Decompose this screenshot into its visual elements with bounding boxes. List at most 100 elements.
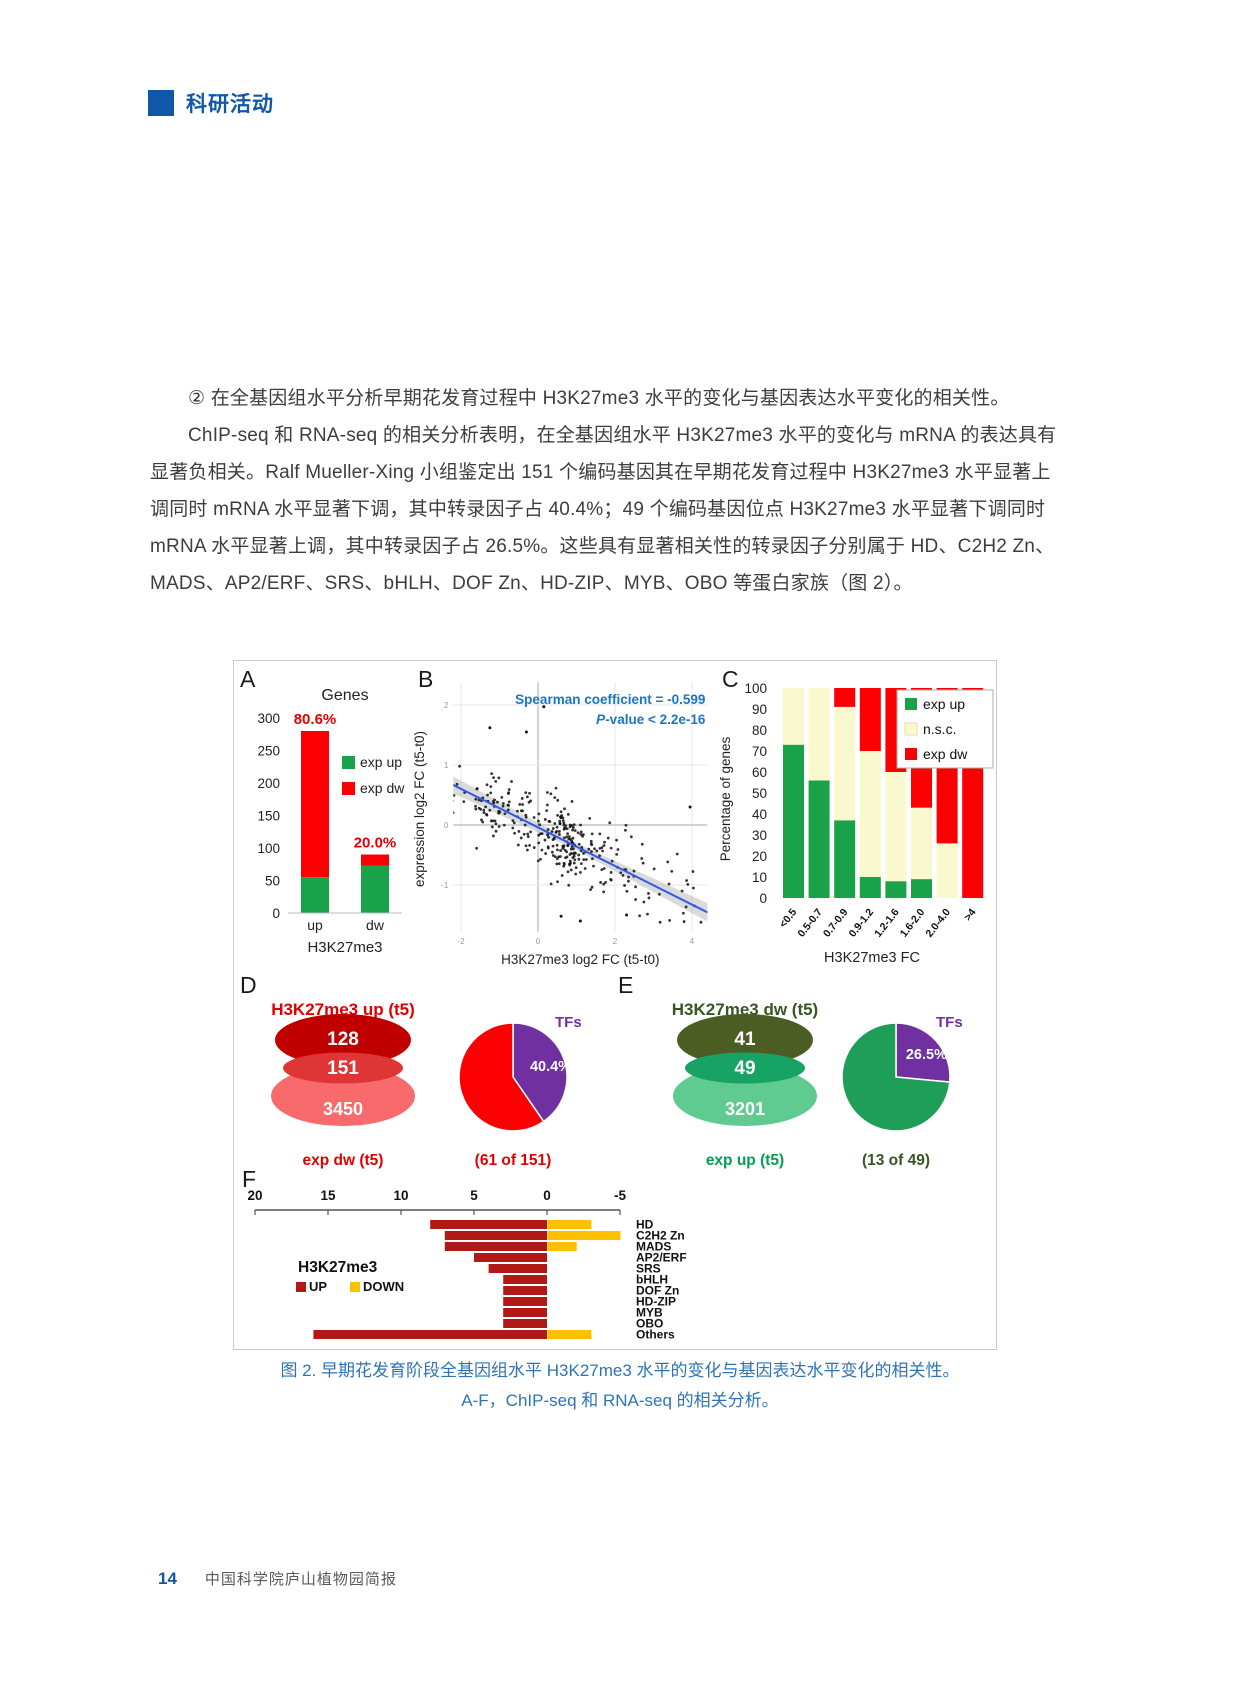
up-bar	[503, 1297, 547, 1306]
pie-tf-slice	[895, 1022, 951, 1083]
panel-label-c: C	[722, 666, 739, 692]
bar-exp-dw	[301, 731, 329, 878]
svg-text:100: 100	[744, 681, 767, 696]
stacked-segment	[859, 877, 881, 898]
down-bar	[547, 1231, 621, 1240]
svg-text:0: 0	[272, 906, 280, 921]
category-label: HD-ZIP	[636, 1295, 676, 1309]
venn-overlap	[283, 1052, 403, 1084]
venn-bottom-ellipse	[271, 1066, 415, 1126]
venn-bottom-ellipse	[673, 1066, 817, 1126]
body-paragraphs: ② 在全基因组水平分析早期花发育过程中 H3K27me3 水平的变化与基因表达水…	[150, 380, 1100, 602]
svg-text:-1: -1	[441, 881, 449, 890]
pie-main-slice	[841, 1022, 951, 1132]
pie-pct-label: 26.5%	[906, 1047, 947, 1063]
svg-text:20.0%: 20.0%	[354, 835, 397, 852]
paragraph-line: MADS、AP2/ERF、SRS、bHLH、DOF Zn、HD-ZIP、MYB、…	[150, 573, 913, 594]
stacked-segment	[859, 751, 881, 877]
svg-text:Genes: Genes	[321, 687, 368, 704]
panel-label-d: D	[240, 972, 257, 998]
svg-text:3201: 3201	[725, 1099, 765, 1119]
figure-caption-line1: 图 2. 早期花发育阶段全基因组水平 H3K27me3 水平的变化与基因表达水平…	[280, 1361, 960, 1380]
category-label: C2H2 Zn	[636, 1229, 685, 1243]
svg-text:90: 90	[752, 702, 767, 717]
bar-exp-up	[361, 865, 389, 913]
svg-text:300: 300	[257, 711, 280, 726]
stacked-segment	[885, 772, 907, 882]
category-label: MADS	[636, 1240, 671, 1254]
svg-text:250: 250	[257, 744, 280, 759]
svg-text:>4: >4	[962, 906, 979, 923]
down-bar	[547, 1242, 577, 1251]
svg-text:exp up: exp up	[360, 754, 402, 770]
pie-tf-slice	[512, 1022, 568, 1123]
svg-text:Percentage of genes: Percentage of genes	[718, 736, 733, 861]
panel-b-scatter-plot: -2 0 2 4 -1 0 1 2 Spearman coefficient = -0.599 P…	[412, 682, 708, 967]
svg-text:1.6-2.0: 1.6-2.0	[898, 906, 928, 939]
svg-text:2: 2	[444, 701, 449, 710]
down-bar	[547, 1330, 592, 1339]
svg-text:0: 0	[536, 937, 541, 946]
tfs-label: TFs	[555, 1014, 582, 1031]
svg-text:up: up	[307, 917, 323, 933]
pvalue-annotation: P-value < 2.2e-16	[596, 712, 706, 727]
bar-exp-dw	[361, 854, 389, 866]
svg-text:80.6%: 80.6%	[294, 711, 337, 728]
legend: exp up n.s.c. exp dw	[896, 689, 994, 769]
svg-text:<0.5: <0.5	[777, 906, 799, 930]
svg-text:0: 0	[759, 891, 767, 906]
svg-text:exp dw: exp dw	[923, 746, 968, 762]
svg-text:128: 128	[327, 1029, 359, 1050]
svg-text:dw: dw	[366, 917, 385, 933]
stacked-segment	[808, 688, 830, 781]
svg-text:n.s.c.: n.s.c.	[923, 721, 956, 737]
category-label: HD	[636, 1218, 654, 1232]
spearman-annotation: Spearman coefficient = -0.599	[515, 692, 705, 707]
panel-label-b: B	[418, 666, 434, 692]
section-title: 科研活动	[186, 93, 274, 116]
up-bar	[430, 1220, 547, 1229]
pie-caption: (13 of 49)	[862, 1152, 930, 1169]
pie-caption: (61 of 151)	[475, 1152, 552, 1169]
category-label: DOF Zn	[636, 1284, 679, 1298]
category-label: AP2/ERF	[636, 1251, 687, 1265]
svg-text:0: 0	[444, 821, 449, 830]
panel-c-percentage-stacked-bars: 0 10 20 30 40 50 60 70 80 90 100 <0.50.5-0.70.7-0.9…	[718, 681, 994, 966]
stacked-segment	[834, 706, 856, 821]
paragraph-line: mRNA 水平显著上调，其中转录因子占 26.5%。这些具有显著相关性的转录因子…	[150, 536, 1055, 557]
panel-d-venn-and-pie: H3K27me3 up (t5) 128 151 3450 exp dw (t5) 40.…	[271, 1000, 582, 1169]
svg-text:20: 20	[752, 849, 767, 864]
up-bar	[503, 1286, 547, 1295]
section-header: 科研活动	[148, 88, 274, 118]
legend-title: H3K27me3	[298, 1259, 378, 1276]
up-bar	[313, 1330, 547, 1339]
svg-text:0.9-1.2: 0.9-1.2	[847, 906, 877, 939]
category-label: Others	[636, 1328, 675, 1342]
svg-text:50: 50	[265, 874, 280, 889]
svg-text:1: 1	[444, 761, 449, 770]
scatter-area	[453, 705, 708, 924]
bar-exp-up	[301, 877, 329, 913]
panel-label-f: F	[242, 1166, 257, 1192]
regression-line	[453, 783, 708, 914]
svg-text:151: 151	[327, 1058, 359, 1079]
panel-e-venn-and-pie: H3K27me3 dw (t5) 41 49 3201 exp up (t5) 26.5%…	[672, 1000, 963, 1169]
stacked-segment	[783, 744, 804, 898]
stacked-segment	[936, 843, 958, 898]
panel-label-e: E	[618, 972, 634, 998]
svg-text:UP: UP	[309, 1279, 327, 1294]
svg-text:1.2-1.6: 1.2-1.6	[872, 906, 902, 939]
venn-top-ellipse	[677, 1014, 813, 1066]
svg-text:200: 200	[257, 776, 280, 791]
svg-text:-2: -2	[457, 937, 465, 946]
paragraph-line: 显著负相关。Ralf Mueller-Xing 小组鉴定出 151 个编码基因其…	[150, 462, 1051, 483]
category-label: bHLH	[636, 1273, 668, 1287]
svg-text:10: 10	[752, 870, 767, 885]
svg-text:exp up: exp up	[923, 696, 965, 712]
svg-text:49: 49	[734, 1058, 755, 1079]
up-bar	[444, 1242, 547, 1251]
svg-text:100: 100	[257, 841, 280, 856]
up-bar	[503, 1319, 547, 1328]
svg-text:H3K27me3: H3K27me3	[307, 939, 382, 956]
